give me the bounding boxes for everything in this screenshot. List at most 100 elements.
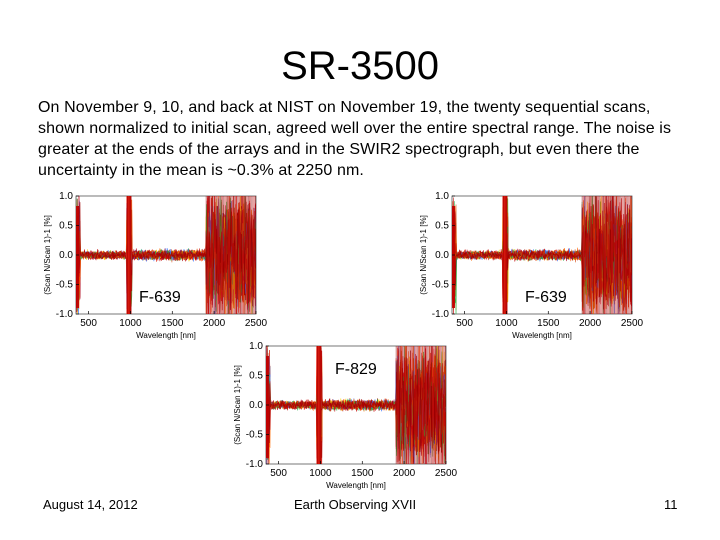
noise-band	[626, 196, 628, 314]
noise-band	[436, 346, 438, 464]
y-tick-label: 0.5	[435, 221, 449, 232]
noise-band	[628, 196, 630, 314]
noise-band	[216, 196, 218, 314]
y-tick-label: 0.0	[435, 250, 449, 261]
x-tick-label: 2500	[245, 318, 268, 329]
y-tick-label: 1.0	[435, 191, 449, 202]
noise-band	[412, 346, 413, 464]
noise-band	[211, 196, 213, 314]
noise-band	[235, 196, 236, 314]
x-tick-label: 2000	[579, 318, 602, 329]
noise-band	[405, 346, 406, 464]
noise-band	[595, 196, 597, 314]
noise-band	[206, 196, 208, 314]
y-tick-label: 0.0	[249, 400, 263, 411]
noise-band	[625, 196, 626, 314]
noise-band	[613, 196, 615, 314]
footer-page-number: 11	[664, 497, 678, 512]
y-tick-label: -1.0	[246, 459, 264, 470]
noise-band	[589, 196, 591, 314]
y-tick-label: -0.5	[432, 280, 450, 291]
noise-band	[433, 346, 435, 464]
x-tick-label: 1000	[119, 318, 142, 329]
noise-band	[429, 346, 431, 464]
noise-band	[416, 346, 418, 464]
noise-band	[396, 346, 398, 464]
noise-band	[604, 196, 605, 314]
noise-band	[586, 196, 588, 314]
y-tick-label: -1.0	[432, 309, 450, 320]
noise-band	[425, 346, 426, 464]
noise-band	[221, 196, 222, 314]
noise-band	[236, 196, 237, 314]
noise-band	[597, 196, 598, 314]
noise-band	[407, 346, 409, 464]
x-tick-label: 1500	[161, 318, 184, 329]
noise-band	[600, 196, 602, 314]
x-tick-label: 2000	[203, 318, 226, 329]
noise-band	[219, 196, 221, 314]
noise-band	[247, 196, 249, 314]
noise-band	[215, 196, 216, 314]
noise-band	[418, 346, 419, 464]
footer-date: August 14, 2012	[43, 497, 138, 512]
noise-band	[239, 196, 241, 314]
noise-band	[225, 196, 227, 314]
noise-band	[246, 196, 248, 314]
y-tick-label: 0.5	[59, 221, 73, 232]
noise-band	[253, 196, 255, 314]
y-axis-label: (Scan N/Scan 1)-1 [%]	[233, 365, 242, 445]
noise-band	[621, 196, 623, 314]
noise-band	[423, 346, 425, 464]
noise-band	[401, 346, 403, 464]
noise-band	[244, 196, 246, 314]
chart-svg: 1.0 0.5 0.0 -0.5 -1.0 500 1000 1500 2000 2500 Wave…	[419, 191, 644, 340]
y-tick-label: 1.0	[59, 191, 73, 202]
noise-band	[427, 346, 429, 464]
x-tick-label: 2500	[621, 318, 644, 329]
noise-band	[437, 346, 439, 464]
noise-band	[612, 196, 613, 314]
noise-band	[592, 196, 594, 314]
x-axis-label: Wavelength [nm]	[136, 331, 196, 340]
noise-band	[620, 196, 622, 314]
noise-band	[240, 196, 242, 314]
noise-band	[398, 346, 399, 464]
noise-band	[593, 196, 595, 314]
noise-band	[231, 196, 233, 314]
noise-band	[420, 346, 422, 464]
noise-band	[213, 196, 215, 314]
noise-band	[411, 346, 412, 464]
noise-band	[619, 196, 621, 314]
noise-band	[233, 196, 235, 314]
x-tick-label: 500	[270, 468, 287, 479]
noise-band	[232, 196, 234, 314]
noise-band	[245, 196, 247, 314]
noise-band	[622, 196, 624, 314]
noise-band	[228, 196, 229, 314]
y-tick-label: -1.0	[56, 309, 74, 320]
noise-band	[594, 196, 596, 314]
x-tick-label: 500	[456, 318, 473, 329]
y-tick-label: 1.0	[249, 341, 263, 352]
chart-label: F-639	[136, 288, 184, 308]
noise-band	[242, 196, 243, 314]
noise-band	[630, 196, 632, 314]
noise-band	[402, 346, 404, 464]
noise-band	[415, 346, 417, 464]
noise-band	[399, 346, 401, 464]
noise-band	[252, 196, 254, 314]
noise-band	[585, 196, 587, 314]
noise-band	[582, 196, 584, 314]
noise-band	[230, 196, 232, 314]
x-axis-label: Wavelength [nm]	[326, 481, 386, 490]
noise-band	[237, 196, 239, 314]
noise-band	[400, 346, 402, 464]
y-axis-label: (Scan N/Scan 1)-1 [%]	[43, 215, 52, 295]
noise-band	[611, 196, 612, 314]
noise-band	[426, 346, 427, 464]
noise-band	[581, 196, 583, 314]
noise-band	[618, 196, 619, 314]
noise-band	[598, 196, 599, 314]
chart-svg: 1.0 0.5 0.0 -0.5 -1.0 500 1000 1500 2000 2500 Wave…	[43, 191, 268, 340]
